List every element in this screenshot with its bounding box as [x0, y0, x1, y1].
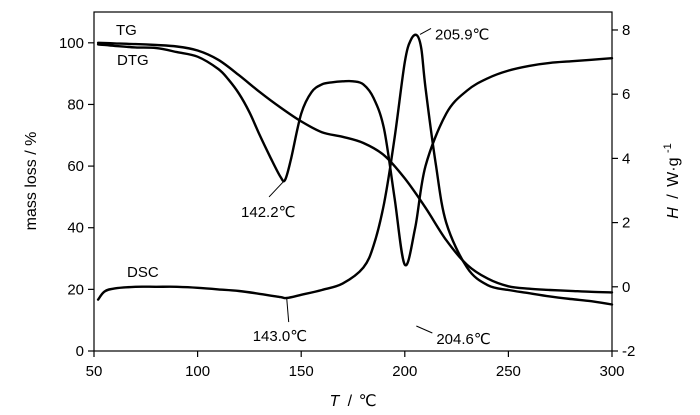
annotation-leader: [416, 325, 433, 334]
annotation-label: 204.6℃: [436, 331, 490, 348]
right-y-tick-label: 0: [622, 279, 630, 296]
left-y-tick-label: 0: [76, 343, 84, 360]
annotation-layer: 205.9℃ 142.2℃ 143.0℃ 204.6℃: [241, 26, 491, 348]
annotation-leader: [419, 27, 432, 35]
x-axis-ticks: 50 100 150 200 250 300: [86, 351, 625, 380]
annotation-label: 205.9℃: [435, 26, 489, 43]
right-y-axis-exponent: -1: [662, 143, 674, 153]
right-y-axis-ticks: -2 0 2 4 6 8: [612, 22, 635, 360]
series-label-dsc: DSC: [127, 264, 159, 281]
x-axis-unit: ℃: [359, 393, 377, 410]
x-tick-label: 100: [185, 363, 210, 380]
right-y-axis-title: H / W·g -1: [662, 143, 682, 218]
x-tick-label: 300: [599, 363, 624, 380]
right-y-tick-label: -2: [622, 343, 635, 360]
plot-frame: [93, 11, 613, 352]
left-y-axis-ticks: 0 20 40 60 80 100: [59, 35, 94, 360]
x-tick-label: 150: [289, 363, 314, 380]
left-y-tick-label: 40: [67, 220, 84, 237]
right-y-axis-symbol: H: [665, 207, 682, 219]
right-y-tick-label: 4: [622, 150, 630, 167]
x-tick-label: 50: [86, 363, 103, 380]
annotation-label: 142.2℃: [241, 204, 295, 221]
series-line-dtg: [96, 43, 614, 267]
x-axis-title: T / ℃: [329, 393, 376, 410]
annotation-leader: [268, 179, 286, 198]
x-tick-label: 200: [392, 363, 417, 380]
series-label-dtg: DTG: [117, 52, 149, 69]
x-tick-label: 250: [496, 363, 521, 380]
series-line-tg: [96, 41, 614, 294]
left-y-axis-title: mass loss / %: [23, 132, 40, 231]
right-y-tick-label: 8: [622, 22, 630, 39]
series-line-dsc: [96, 33, 614, 306]
left-y-tick-label: 100: [59, 35, 84, 52]
left-y-tick-label: 20: [67, 281, 84, 298]
annotation-label: 143.0℃: [253, 328, 307, 345]
x-axis-symbol: T: [329, 393, 340, 410]
right-y-axis-unit: W·g: [665, 157, 682, 186]
series-layer: [96, 33, 614, 306]
right-y-tick-label: 2: [622, 215, 630, 232]
right-y-tick-label: 6: [622, 86, 630, 103]
annotation-leader: [286, 297, 290, 323]
left-y-tick-label: 80: [67, 96, 84, 113]
left-y-tick-label: 60: [67, 158, 84, 175]
series-label-tg: TG: [116, 22, 137, 39]
